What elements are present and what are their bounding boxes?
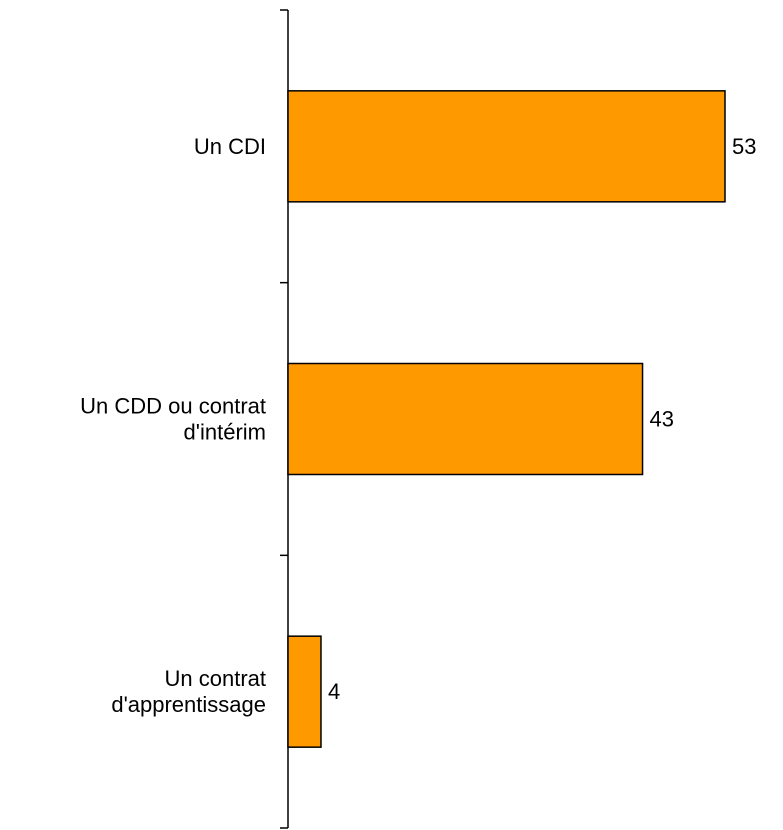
bar <box>287 90 726 203</box>
bar <box>287 362 644 476</box>
category-label: d'apprentissage <box>111 692 266 717</box>
category-axis <box>280 9 289 829</box>
data-label: 4 <box>328 679 340 704</box>
category-label: Un CDD ou contrat <box>80 394 266 419</box>
data-label: 43 <box>650 407 674 432</box>
category-label: d'intérim <box>184 420 266 445</box>
category-label: Un contrat <box>165 666 267 691</box>
bar <box>287 635 322 748</box>
category-label: Un CDI <box>194 134 266 159</box>
data-label: 53 <box>732 134 756 159</box>
bars <box>287 90 726 748</box>
